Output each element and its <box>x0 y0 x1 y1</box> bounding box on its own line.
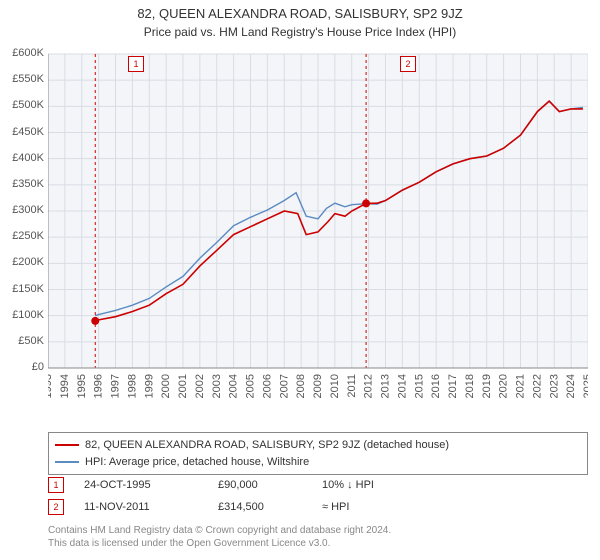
transaction-price: £90,000 <box>218 479 318 491</box>
svg-text:2010: 2010 <box>329 374 341 398</box>
svg-text:1994: 1994 <box>59 374 71 398</box>
svg-text:2012: 2012 <box>363 374 375 398</box>
svg-text:1999: 1999 <box>143 374 155 398</box>
svg-text:2003: 2003 <box>211 374 223 398</box>
svg-text:2020: 2020 <box>498 374 510 398</box>
svg-text:2011: 2011 <box>346 374 358 398</box>
transaction-hpi: ≈ HPI <box>322 501 422 513</box>
svg-text:2001: 2001 <box>177 374 189 398</box>
y-tick-label: £300K <box>0 204 44 216</box>
legend-box: 82, QUEEN ALEXANDRA ROAD, SALISBURY, SP2… <box>48 432 588 475</box>
svg-text:2000: 2000 <box>160 374 172 398</box>
svg-text:2023: 2023 <box>548 374 560 398</box>
transaction-row-1: 2 11-NOV-2011 £314,500 ≈ HPI <box>48 496 588 518</box>
svg-text:2022: 2022 <box>531 374 543 398</box>
svg-text:2008: 2008 <box>295 374 307 398</box>
legend-swatch <box>55 461 79 463</box>
y-tick-label: £350K <box>0 178 44 190</box>
y-tick-label: £0 <box>0 361 44 373</box>
svg-text:1995: 1995 <box>76 374 88 398</box>
svg-text:2005: 2005 <box>245 374 257 398</box>
chart-subtitle: Price paid vs. HM Land Registry's House … <box>0 23 600 39</box>
footer-attribution: Contains HM Land Registry data © Crown c… <box>48 524 588 550</box>
transaction-marker: 1 <box>48 477 64 493</box>
legend-label: HPI: Average price, detached house, Wilt… <box>85 454 309 471</box>
y-tick-label: £600K <box>0 47 44 59</box>
chart-marker-2: 2 <box>400 56 416 72</box>
svg-text:2014: 2014 <box>396 374 408 398</box>
chart-container: 82, QUEEN ALEXANDRA ROAD, SALISBURY, SP2… <box>0 0 600 560</box>
chart-svg: £0£50K£100K£150K£200K£250K£300K£350K£400… <box>48 48 588 398</box>
svg-text:2019: 2019 <box>481 374 493 398</box>
legend-swatch <box>55 444 79 446</box>
svg-text:2018: 2018 <box>464 374 476 398</box>
legend-label: 82, QUEEN ALEXANDRA ROAD, SALISBURY, SP2… <box>85 437 449 454</box>
svg-text:2025: 2025 <box>582 374 588 398</box>
footer-line2: This data is licensed under the Open Gov… <box>48 537 588 550</box>
transaction-marker: 2 <box>48 499 64 515</box>
svg-text:2007: 2007 <box>278 374 290 398</box>
transactions-table: 1 24-OCT-1995 £90,000 10% ↓ HPI 2 11-NOV-2011… <box>48 474 588 518</box>
y-tick-label: £550K <box>0 73 44 85</box>
footer-line1: Contains HM Land Registry data © Crown c… <box>48 524 588 537</box>
svg-text:1996: 1996 <box>93 374 105 398</box>
transaction-date: 11-NOV-2011 <box>84 501 214 513</box>
svg-text:1998: 1998 <box>126 374 138 398</box>
transaction-date: 24-OCT-1995 <box>84 479 214 491</box>
svg-text:2009: 2009 <box>312 374 324 398</box>
y-tick-label: £450K <box>0 126 44 138</box>
svg-text:2002: 2002 <box>194 374 206 398</box>
y-tick-label: £50K <box>0 335 44 347</box>
chart-plot-area: £0£50K£100K£150K£200K£250K£300K£350K£400… <box>48 48 588 398</box>
svg-text:2004: 2004 <box>228 374 240 398</box>
y-tick-label: £400K <box>0 152 44 164</box>
y-tick-label: £250K <box>0 230 44 242</box>
y-tick-label: £150K <box>0 283 44 295</box>
svg-text:2021: 2021 <box>515 374 527 398</box>
transaction-row-0: 1 24-OCT-1995 £90,000 10% ↓ HPI <box>48 474 588 496</box>
svg-text:1997: 1997 <box>110 374 122 398</box>
svg-text:2016: 2016 <box>430 374 442 398</box>
transaction-hpi: 10% ↓ HPI <box>322 479 422 491</box>
chart-marker-1: 1 <box>128 56 144 72</box>
y-tick-label: £200K <box>0 256 44 268</box>
transaction-price: £314,500 <box>218 501 318 513</box>
chart-title: 82, QUEEN ALEXANDRA ROAD, SALISBURY, SP2… <box>0 0 600 23</box>
svg-text:1993: 1993 <box>48 374 54 398</box>
svg-text:2013: 2013 <box>380 374 392 398</box>
legend-item-1: HPI: Average price, detached house, Wilt… <box>55 454 581 471</box>
svg-text:2015: 2015 <box>413 374 425 398</box>
svg-text:2006: 2006 <box>261 374 273 398</box>
svg-text:2024: 2024 <box>565 374 577 398</box>
svg-text:2017: 2017 <box>447 374 459 398</box>
y-tick-label: £100K <box>0 309 44 321</box>
legend-item-0: 82, QUEEN ALEXANDRA ROAD, SALISBURY, SP2… <box>55 437 581 454</box>
y-tick-label: £500K <box>0 99 44 111</box>
